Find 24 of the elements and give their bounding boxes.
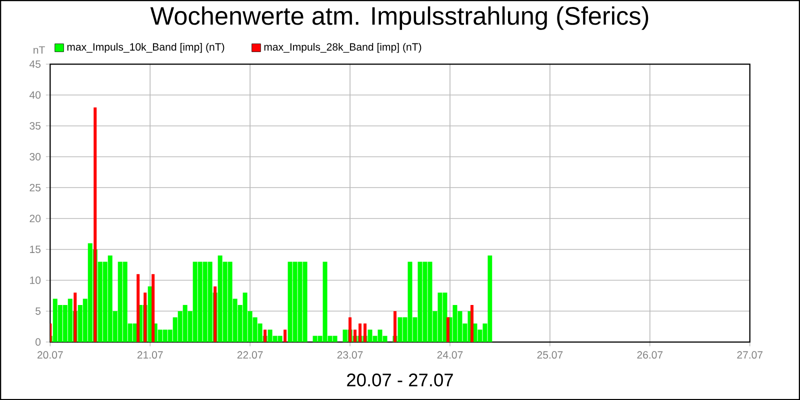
legend-label: max_Impuls_28k_Band [imp] (nT): [264, 42, 422, 53]
y-tick-label: 0: [36, 338, 41, 346]
y-tick-label: 20: [30, 214, 41, 222]
y-tick-label: 25: [30, 184, 41, 192]
y-tick-label: 45: [29, 60, 41, 68]
x-tick-label: 27.07: [737, 351, 763, 359]
x-tick-label: 20.07: [37, 351, 63, 359]
y-tick-label: 35: [30, 122, 41, 130]
x-tick-label: 21.07: [137, 351, 163, 359]
y-tick-label: 15: [30, 246, 41, 253]
y-tick-label: 10: [30, 276, 41, 284]
x-tick-label: 22.07: [237, 351, 263, 359]
x-tick-label: 23.07: [337, 351, 363, 359]
chart-title: Wochenwerte atm. Impulsstrahlung (Sferics): [150, 6, 648, 30]
y-axis-title: nT: [34, 46, 45, 54]
y-tick-label: 40: [29, 91, 41, 99]
x-tick-label: 26.07: [637, 351, 663, 359]
bar: [264, 330, 267, 342]
legend-label: max_Impuls_10k_Band [imp] (nT): [67, 42, 224, 53]
x-tick-label: 24.07: [437, 351, 463, 359]
y-tick-label: 30: [30, 152, 41, 160]
x-axis-title: 20.07 - 27.07: [347, 373, 453, 386]
x-tick-label: 25.07: [537, 351, 563, 359]
y-tick-label: 5: [36, 307, 41, 315]
